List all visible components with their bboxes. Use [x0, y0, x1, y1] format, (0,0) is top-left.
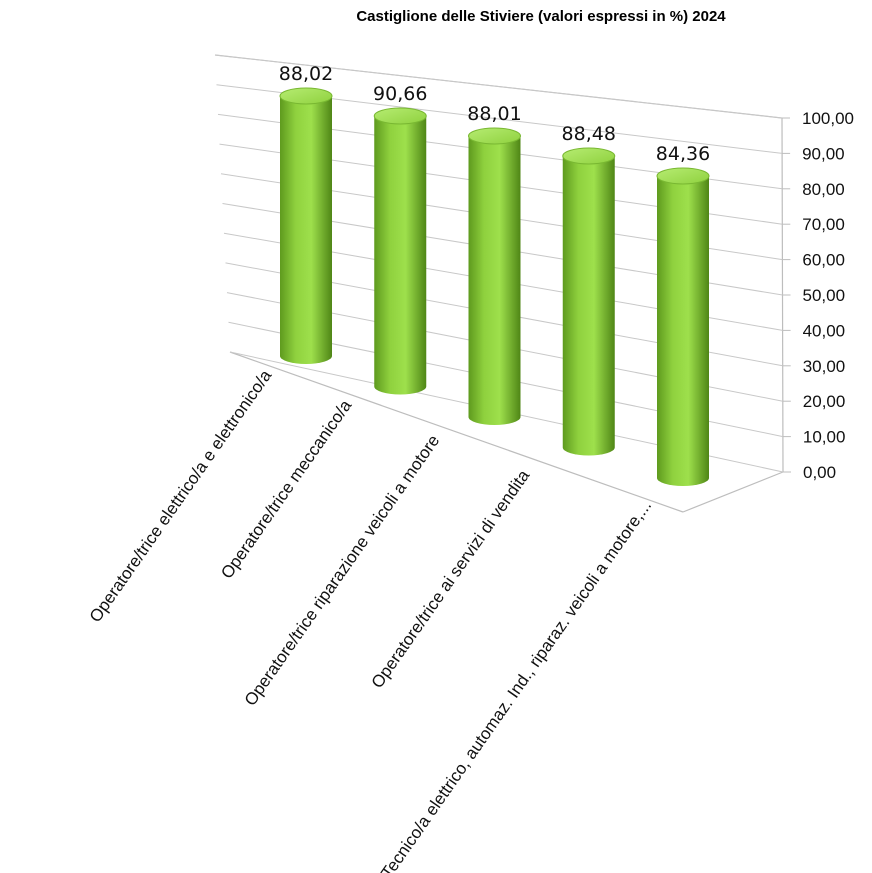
data-label: 88,02 [279, 63, 333, 85]
y-tick-label: 20,00 [803, 392, 846, 411]
data-labels: 88,02 90,66 88,01 88,48 84,36 [279, 63, 710, 165]
floor-front-edge [229, 351, 684, 513]
bar-body [657, 176, 709, 486]
gridline [214, 54, 783, 119]
y-tick-label: 80,00 [802, 180, 845, 199]
bar-cylinder [562, 147, 616, 456]
y-tick-label: 100,00 [802, 109, 854, 128]
data-label: 90,66 [373, 83, 427, 105]
bars [279, 87, 710, 486]
y-tick-label: 60,00 [802, 251, 845, 270]
bar-cylinder [279, 87, 333, 364]
category-label: Operatore/trice riparazione veicoli a mo… [241, 431, 444, 709]
bar-body [374, 116, 427, 395]
bar-cylinder [373, 107, 427, 395]
bar-body [562, 156, 615, 456]
bar-body [280, 96, 332, 364]
category-label: Tecnico/a elettrico, automaz. Ind., ripa… [377, 496, 655, 873]
bar-top [656, 167, 710, 185]
y-tick-label: 0,00 [803, 463, 836, 482]
bar-cylinder [468, 127, 521, 425]
data-label: 88,01 [467, 103, 521, 125]
y-axis-ticks: 0,00 10,00 20,00 30,00 40,00 50,00 60,00 70,00 8… [782, 109, 854, 482]
bar-top [373, 107, 427, 125]
bar-top [468, 127, 521, 145]
data-label: 84,36 [656, 143, 710, 165]
bar-top [279, 87, 333, 105]
floor-right-edge [682, 471, 784, 513]
y-tick-label: 90,00 [802, 144, 845, 163]
chart-title: Castiglione delle Stiviere (valori espre… [356, 8, 726, 25]
y-tick-label: 50,00 [803, 286, 846, 305]
data-label: 88,48 [562, 123, 616, 145]
y-tick-label: 30,00 [803, 357, 846, 376]
category-label: Operatore/trice elettrico/a e elettronic… [86, 366, 276, 626]
y-tick-label: 10,00 [803, 428, 846, 447]
y-tick-label: 40,00 [803, 321, 846, 340]
y-tick-label: 70,00 [802, 215, 845, 234]
bar-top [562, 147, 616, 165]
bar-body [468, 136, 521, 425]
bar-cylinder [656, 167, 710, 486]
